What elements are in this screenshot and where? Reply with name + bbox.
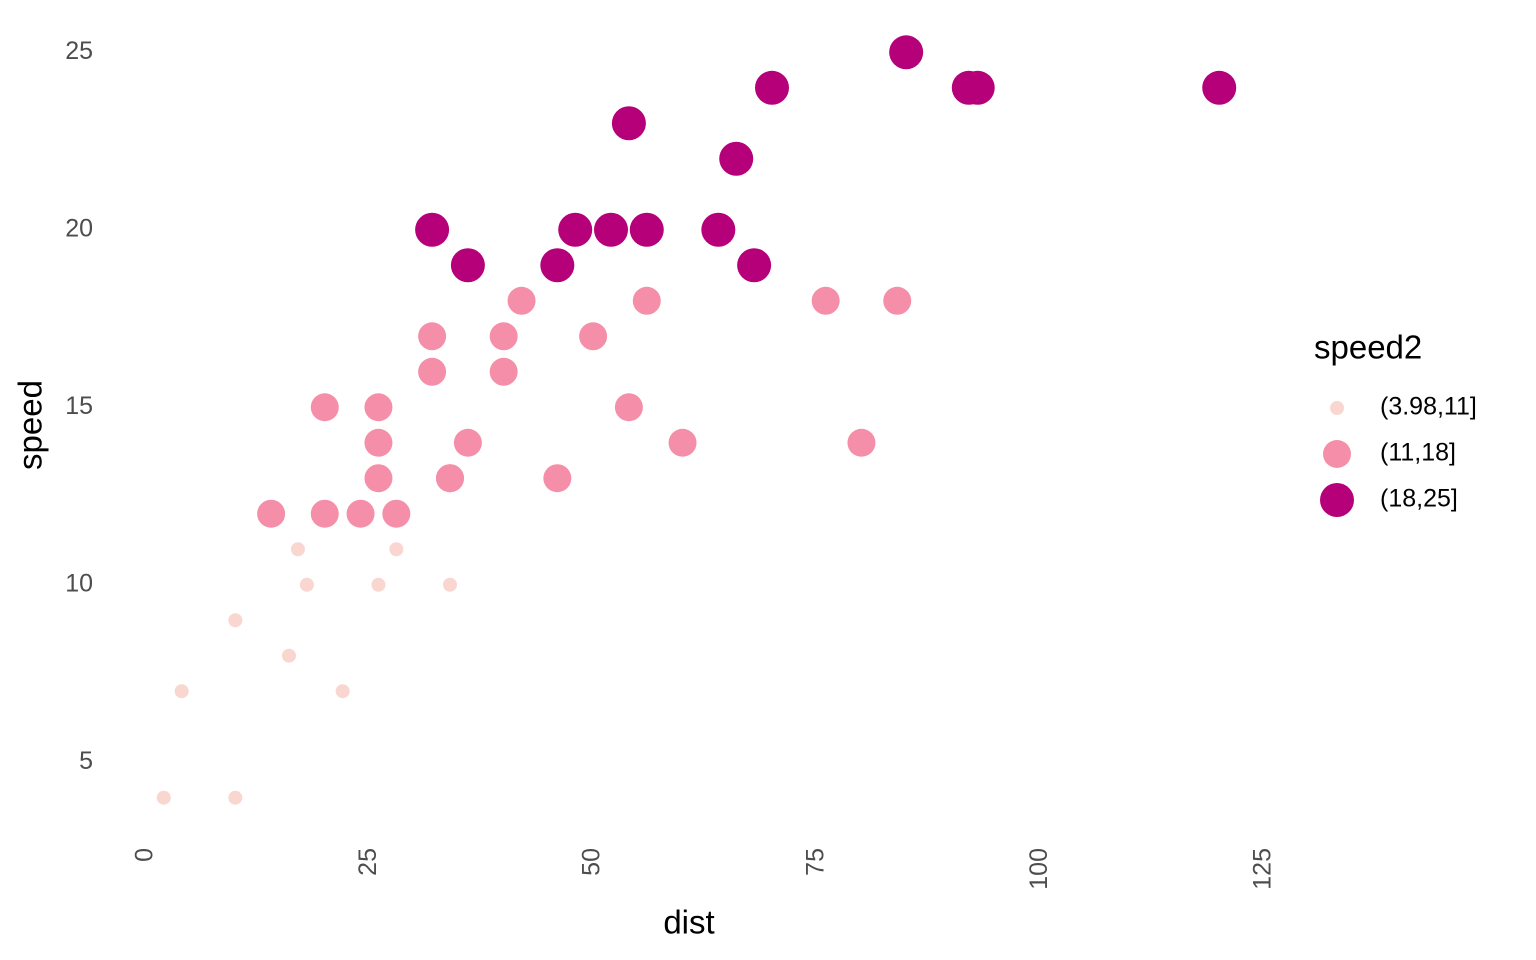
- point: [611, 106, 646, 141]
- point: [543, 464, 572, 493]
- point: [889, 35, 924, 70]
- point: [453, 428, 482, 457]
- point: [364, 464, 393, 493]
- point: [335, 684, 350, 699]
- point: [418, 357, 447, 386]
- point: [290, 542, 305, 557]
- y-tick-label: 20: [65, 214, 93, 242]
- point: [435, 464, 464, 493]
- point: [755, 70, 790, 105]
- point: [847, 428, 876, 457]
- point: [489, 322, 518, 351]
- point: [558, 212, 593, 247]
- point: [811, 286, 840, 315]
- legend-label: (3.98,11]: [1380, 393, 1477, 421]
- point: [1202, 70, 1237, 105]
- point: [299, 577, 314, 592]
- point: [257, 499, 286, 528]
- point: [228, 790, 243, 805]
- point: [310, 499, 339, 528]
- legend-key: [1330, 401, 1344, 415]
- y-tick-label: 25: [65, 37, 93, 65]
- x-tick-label: 75: [801, 848, 829, 876]
- point: [364, 393, 393, 422]
- point: [364, 428, 393, 457]
- point: [389, 542, 404, 557]
- point: [719, 141, 754, 176]
- y-tick-label: 5: [79, 747, 93, 775]
- point: [668, 428, 697, 457]
- point: [174, 684, 189, 699]
- point: [629, 212, 664, 247]
- legend-label: (11,18]: [1380, 439, 1456, 467]
- point: [346, 499, 375, 528]
- x-tick-label: 100: [1025, 848, 1053, 890]
- legend-title: speed2: [1314, 329, 1422, 366]
- x-tick-label: 25: [354, 848, 382, 876]
- point: [614, 393, 643, 422]
- point: [489, 357, 518, 386]
- x-tick-label: 125: [1249, 848, 1277, 890]
- point: [701, 212, 736, 247]
- legend-label: (18,25]: [1380, 485, 1458, 513]
- point: [579, 322, 608, 351]
- y-tick-label: 15: [65, 392, 93, 420]
- point: [310, 393, 339, 422]
- point: [632, 286, 661, 315]
- point: [371, 577, 386, 592]
- point: [737, 248, 772, 283]
- point: [593, 212, 628, 247]
- legend-key: [1320, 483, 1354, 517]
- point: [228, 613, 243, 628]
- point: [442, 577, 457, 592]
- point: [960, 70, 995, 105]
- point: [540, 248, 575, 283]
- legend-key: [1323, 440, 1351, 468]
- y-axis-title: speed: [12, 380, 49, 470]
- x-tick-label: 0: [130, 848, 158, 862]
- point: [382, 499, 411, 528]
- x-axis-title: dist: [663, 904, 714, 941]
- point: [507, 286, 536, 315]
- x-tick-label: 50: [578, 848, 606, 876]
- point: [450, 248, 485, 283]
- point: [281, 648, 296, 663]
- point: [415, 212, 450, 247]
- point: [156, 790, 171, 805]
- y-tick-label: 10: [65, 569, 93, 597]
- point: [418, 322, 447, 351]
- point: [883, 286, 912, 315]
